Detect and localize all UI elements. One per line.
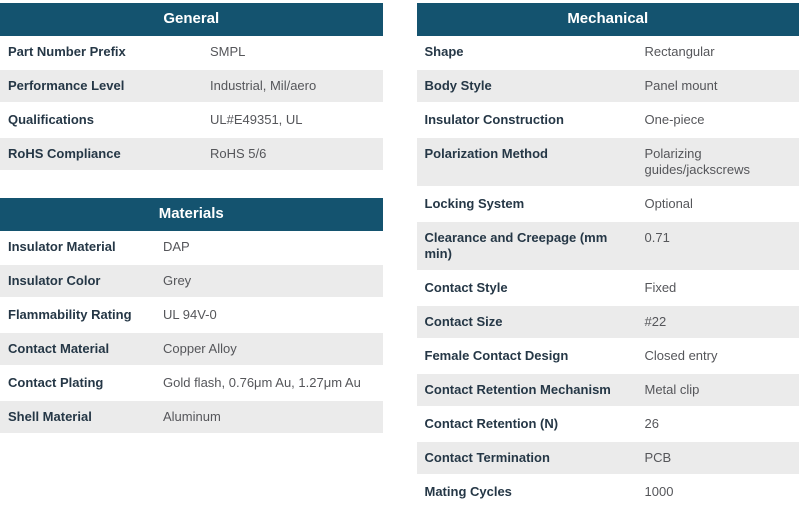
spec-row-general: RoHS Compliance RoHS 5/6 xyxy=(0,137,383,172)
spec-label: Polarization Method xyxy=(416,137,637,188)
spec-label: Contact Retention (N) xyxy=(416,407,637,442)
table-materials-title: Materials xyxy=(158,205,224,222)
spec-value: PCB xyxy=(636,441,799,476)
spec-label: Insulator Material xyxy=(0,231,155,265)
spec-value: 1000 xyxy=(636,475,799,510)
spec-value: UL 94V-0 xyxy=(155,298,383,333)
spec-label: Contact Material xyxy=(0,332,155,367)
right-column: Mechanical Shape Rectangular Body Style Pan… xyxy=(416,3,799,514)
spec-row-materials: Flammability Rating UL 94V-0 xyxy=(0,298,383,333)
spec-label: Shape xyxy=(416,36,637,70)
left-column: General Part Number Prefix SMPL Performanc… xyxy=(0,3,383,514)
spec-value: Copper Alloy xyxy=(155,332,383,367)
table-general-body: Part Number Prefix SMPL Performance Level I… xyxy=(0,36,383,172)
spec-label: Contact Plating xyxy=(0,366,155,401)
table-mechanical: Mechanical Shape Rectangular Body Style Pan… xyxy=(416,3,799,510)
spec-label: Female Contact Design xyxy=(416,339,637,374)
spec-value: 26 xyxy=(636,407,799,442)
spec-value: Metal clip xyxy=(636,373,799,408)
table-materials-body: Insulator Material DAP Insulator Color Grey… xyxy=(0,231,383,435)
spec-value: Polarizing guides/jackscrews xyxy=(636,137,799,188)
spec-row-materials: Shell Material Aluminum xyxy=(0,400,383,435)
spec-label: Contact Size xyxy=(416,305,637,340)
spec-label: Contact Termination xyxy=(416,441,637,476)
spec-label: Contact Style xyxy=(416,271,637,306)
spec-value: Gold flash, 0.76μm Au, 1.27μm Au xyxy=(155,366,383,401)
table-general-header: General xyxy=(0,3,383,36)
spec-row-mechanical: Shape Rectangular xyxy=(416,36,799,70)
table-mechanical-title: Mechanical xyxy=(567,10,649,27)
spec-value: SMPL xyxy=(202,36,383,70)
spec-value: Rectangular xyxy=(636,36,799,70)
spec-label: RoHS Compliance xyxy=(0,137,202,172)
spec-row-mechanical: Polarization Method Polarizing guides/jac… xyxy=(416,137,799,188)
spec-value: Grey xyxy=(155,264,383,299)
spec-row-mechanical: Mating Cycles 1000 xyxy=(416,475,799,510)
spec-value: #22 xyxy=(636,305,799,340)
spec-row-materials: Insulator Color Grey xyxy=(0,264,383,299)
spec-row-general: Qualifications UL#E49351, UL xyxy=(0,103,383,138)
table-mechanical-header: Mechanical xyxy=(416,3,799,36)
spec-row-mechanical: Contact Retention Mechanism Metal clip xyxy=(416,373,799,408)
spec-row-mechanical: Female Contact Design Closed entry xyxy=(416,339,799,374)
table-general-title: General xyxy=(163,10,220,27)
spec-row-general: Performance Level Industrial, Mil/aero xyxy=(0,69,383,104)
spec-label: Performance Level xyxy=(0,69,202,104)
spec-row-general: Part Number Prefix SMPL xyxy=(0,36,383,70)
spec-value: One-piece xyxy=(636,103,799,138)
spec-label: Body Style xyxy=(416,69,637,104)
table-general: General Part Number Prefix SMPL Performanc… xyxy=(0,3,383,172)
spec-label: Insulator Construction xyxy=(416,103,637,138)
spec-label: Clearance and Creepage (mm min) xyxy=(416,221,637,272)
spec-label: Flammability Rating xyxy=(0,298,155,333)
spec-value: RoHS 5/6 xyxy=(202,137,383,172)
spec-value: Optional xyxy=(636,187,799,222)
table-materials-header: Materials xyxy=(0,198,383,231)
spec-row-mechanical: Contact Termination PCB xyxy=(416,441,799,476)
spec-row-mechanical: Clearance and Creepage (mm min) 0.71 xyxy=(416,221,799,272)
spec-row-mechanical: Insulator Construction One-piece xyxy=(416,103,799,138)
spec-label: Qualifications xyxy=(0,103,202,138)
spec-value: DAP xyxy=(155,231,383,265)
spec-label: Contact Retention Mechanism xyxy=(416,373,637,408)
spec-value: UL#E49351, UL xyxy=(202,103,383,138)
spec-label: Part Number Prefix xyxy=(0,36,202,70)
table-mechanical-body: Shape Rectangular Body Style Panel mount Ins… xyxy=(416,36,799,510)
spec-row-mechanical: Body Style Panel mount xyxy=(416,69,799,104)
table-materials: Materials Insulator Material DAP Insulator… xyxy=(0,198,383,435)
spec-value: Panel mount xyxy=(636,69,799,104)
spec-value: Fixed xyxy=(636,271,799,306)
spec-row-materials: Contact Plating Gold flash, 0.76μm Au, 1.… xyxy=(0,366,383,401)
spec-label: Mating Cycles xyxy=(416,475,637,510)
spec-value: 0.71 xyxy=(636,221,799,272)
spec-value: Industrial, Mil/aero xyxy=(202,69,383,104)
spec-row-mechanical: Locking System Optional xyxy=(416,187,799,222)
spec-label: Shell Material xyxy=(0,400,155,435)
spec-value: Closed entry xyxy=(636,339,799,374)
spec-row-materials: Insulator Material DAP xyxy=(0,231,383,265)
spec-row-materials: Contact Material Copper Alloy xyxy=(0,332,383,367)
spec-row-mechanical: Contact Size #22 xyxy=(416,305,799,340)
spec-value: Aluminum xyxy=(155,400,383,435)
spec-label: Insulator Color xyxy=(0,264,155,299)
spec-row-mechanical: Contact Retention (N) 26 xyxy=(416,407,799,442)
spec-row-mechanical: Contact Style Fixed xyxy=(416,271,799,306)
spec-label: Locking System xyxy=(416,187,637,222)
